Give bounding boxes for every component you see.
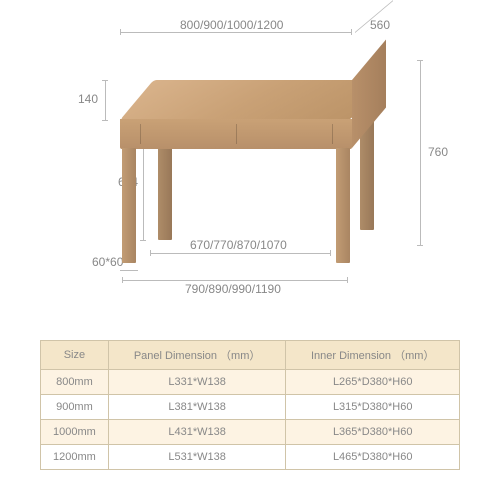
table-row: 1200mmL531*W138L465*D380*H60 bbox=[41, 445, 460, 470]
table-cell: L265*D380*H60 bbox=[286, 370, 460, 395]
spec-table-body: 800mmL331*W138L265*D380*H60900mmL381*W13… bbox=[41, 370, 460, 470]
desk-illustration bbox=[120, 80, 380, 260]
spec-table-head: SizePanel Dimension （mm）Inner Dimension … bbox=[41, 341, 460, 370]
table-cell: 1200mm bbox=[41, 445, 109, 470]
dim-depth: 560 bbox=[370, 18, 390, 32]
dimension-diagram: 800/900/1000/1200 560 760 140 604 670/77… bbox=[50, 20, 450, 300]
dim-leg-section: 60*60 bbox=[92, 255, 123, 269]
table-cell: 800mm bbox=[41, 370, 109, 395]
dim-outer-span: 790/890/990/1190 bbox=[185, 282, 281, 296]
dim-height: 760 bbox=[428, 145, 448, 159]
dim-apron: 140 bbox=[78, 92, 98, 106]
table-cell: L531*W138 bbox=[108, 445, 286, 470]
table-cell: 1000mm bbox=[41, 420, 109, 445]
table-cell: L465*D380*H60 bbox=[286, 445, 460, 470]
spec-table: SizePanel Dimension （mm）Inner Dimension … bbox=[40, 340, 460, 470]
table-cell: L365*D380*H60 bbox=[286, 420, 460, 445]
table-cell: L431*W138 bbox=[108, 420, 286, 445]
table-row: 1000mmL431*W138L365*D380*H60 bbox=[41, 420, 460, 445]
table-row: 900mmL381*W138L315*D380*H60 bbox=[41, 395, 460, 420]
column-header: Panel Dimension （mm） bbox=[108, 341, 286, 370]
table-cell: 900mm bbox=[41, 395, 109, 420]
table-cell: L315*D380*H60 bbox=[286, 395, 460, 420]
table-cell: L381*W138 bbox=[108, 395, 286, 420]
column-header: Inner Dimension （mm） bbox=[286, 341, 460, 370]
table-row: 800mmL331*W138L265*D380*H60 bbox=[41, 370, 460, 395]
table-cell: L331*W138 bbox=[108, 370, 286, 395]
dim-width: 800/900/1000/1200 bbox=[180, 18, 283, 32]
column-header: Size bbox=[41, 341, 109, 370]
